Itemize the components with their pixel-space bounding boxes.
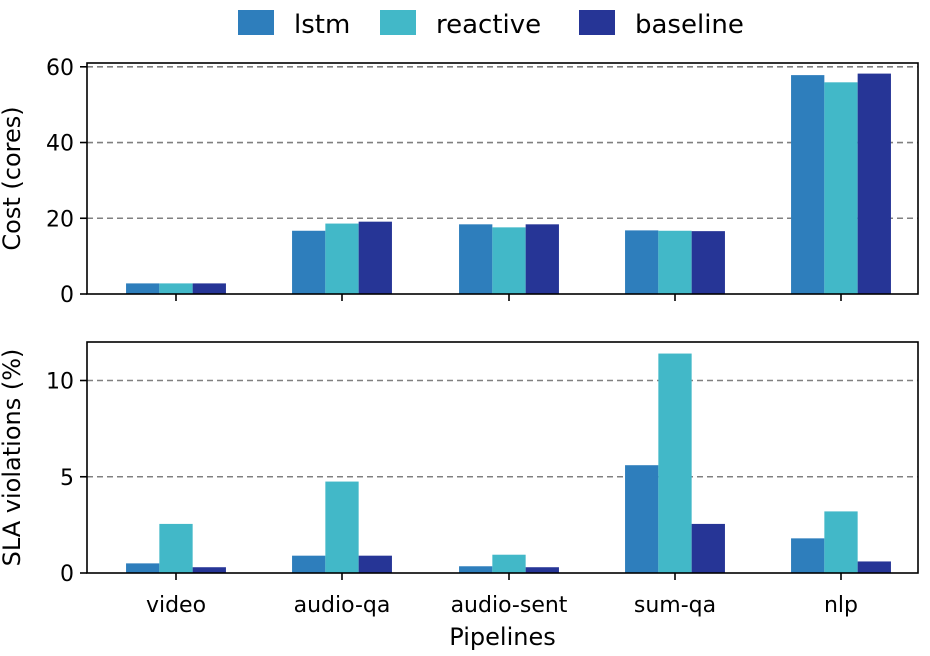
bar-1-lstm-audio-qa (292, 555, 326, 573)
xtick-label-video: video (146, 593, 206, 618)
bar-0-baseline-audio-qa (358, 221, 392, 294)
bar-1-baseline-video (192, 567, 226, 573)
bar-0-baseline-sum-qa (691, 231, 725, 294)
xtick-label-audio-sent: audio-sent (451, 593, 568, 618)
legend-label-baseline: baseline (635, 10, 744, 40)
ytick-label-0-40: 40 (46, 132, 74, 157)
bar-1-lstm-sum-qa (625, 465, 659, 573)
ytick-label-0-20: 20 (46, 207, 74, 232)
bar-1-lstm-video (126, 563, 160, 573)
bar-1-reactive-video (159, 523, 193, 573)
bar-0-baseline-nlp (857, 73, 891, 295)
bar-0-reactive-audio-sent (492, 227, 526, 294)
ytick-label-0-60: 60 (46, 56, 74, 81)
y-axis-label-0: Cost (cores) (0, 106, 26, 250)
bar-1-baseline-audio-qa (358, 555, 392, 573)
bar-1-lstm-audio-sent (459, 566, 493, 573)
legend-swatch-lstm (238, 10, 274, 35)
bar-1-baseline-sum-qa (691, 523, 725, 573)
bar-0-reactive-audio-qa (325, 223, 359, 294)
bar-0-lstm-sum-qa (625, 230, 659, 294)
bar-0-reactive-video (159, 283, 193, 294)
plot-frame-0 (86, 62, 919, 295)
ytick-label-1-5: 5 (60, 466, 74, 491)
bar-1-baseline-nlp (857, 561, 891, 573)
bar-0-reactive-sum-qa (658, 230, 692, 294)
bar-1-lstm-nlp (791, 538, 825, 573)
xtick-label-audio-qa: audio-qa (294, 593, 391, 618)
bar-0-reactive-nlp (824, 82, 858, 295)
legend-swatch-baseline (579, 10, 615, 35)
x-axis-label: Pipelines (449, 623, 555, 651)
legend-swatch-reactive (380, 10, 416, 35)
xtick-label-sum-qa: sum-qa (634, 593, 716, 618)
bar-1-reactive-nlp (824, 511, 858, 573)
bar-0-lstm-audio-qa (292, 230, 326, 294)
bar-1-reactive-audio-sent (492, 554, 526, 573)
bar-1-reactive-sum-qa (658, 353, 692, 573)
bar-0-baseline-audio-sent (525, 224, 559, 294)
legend-label-reactive: reactive (436, 10, 541, 40)
y-axis-label-1: SLA violations (%) (0, 349, 26, 567)
bar-1-reactive-audio-qa (325, 481, 359, 573)
legend-label-lstm: lstm (294, 10, 350, 40)
bar-1-baseline-audio-sent (525, 567, 559, 573)
xtick-label-nlp: nlp (824, 593, 858, 618)
bar-0-baseline-video (192, 283, 226, 294)
ytick-label-0-0: 0 (60, 283, 74, 308)
bar-0-lstm-nlp (791, 75, 825, 294)
ytick-label-1-0: 0 (60, 562, 74, 587)
ytick-label-1-10: 10 (46, 370, 74, 395)
bar-0-lstm-video (126, 283, 160, 294)
bar-0-lstm-audio-sent (459, 224, 493, 294)
plot-frame-1 (86, 341, 919, 574)
